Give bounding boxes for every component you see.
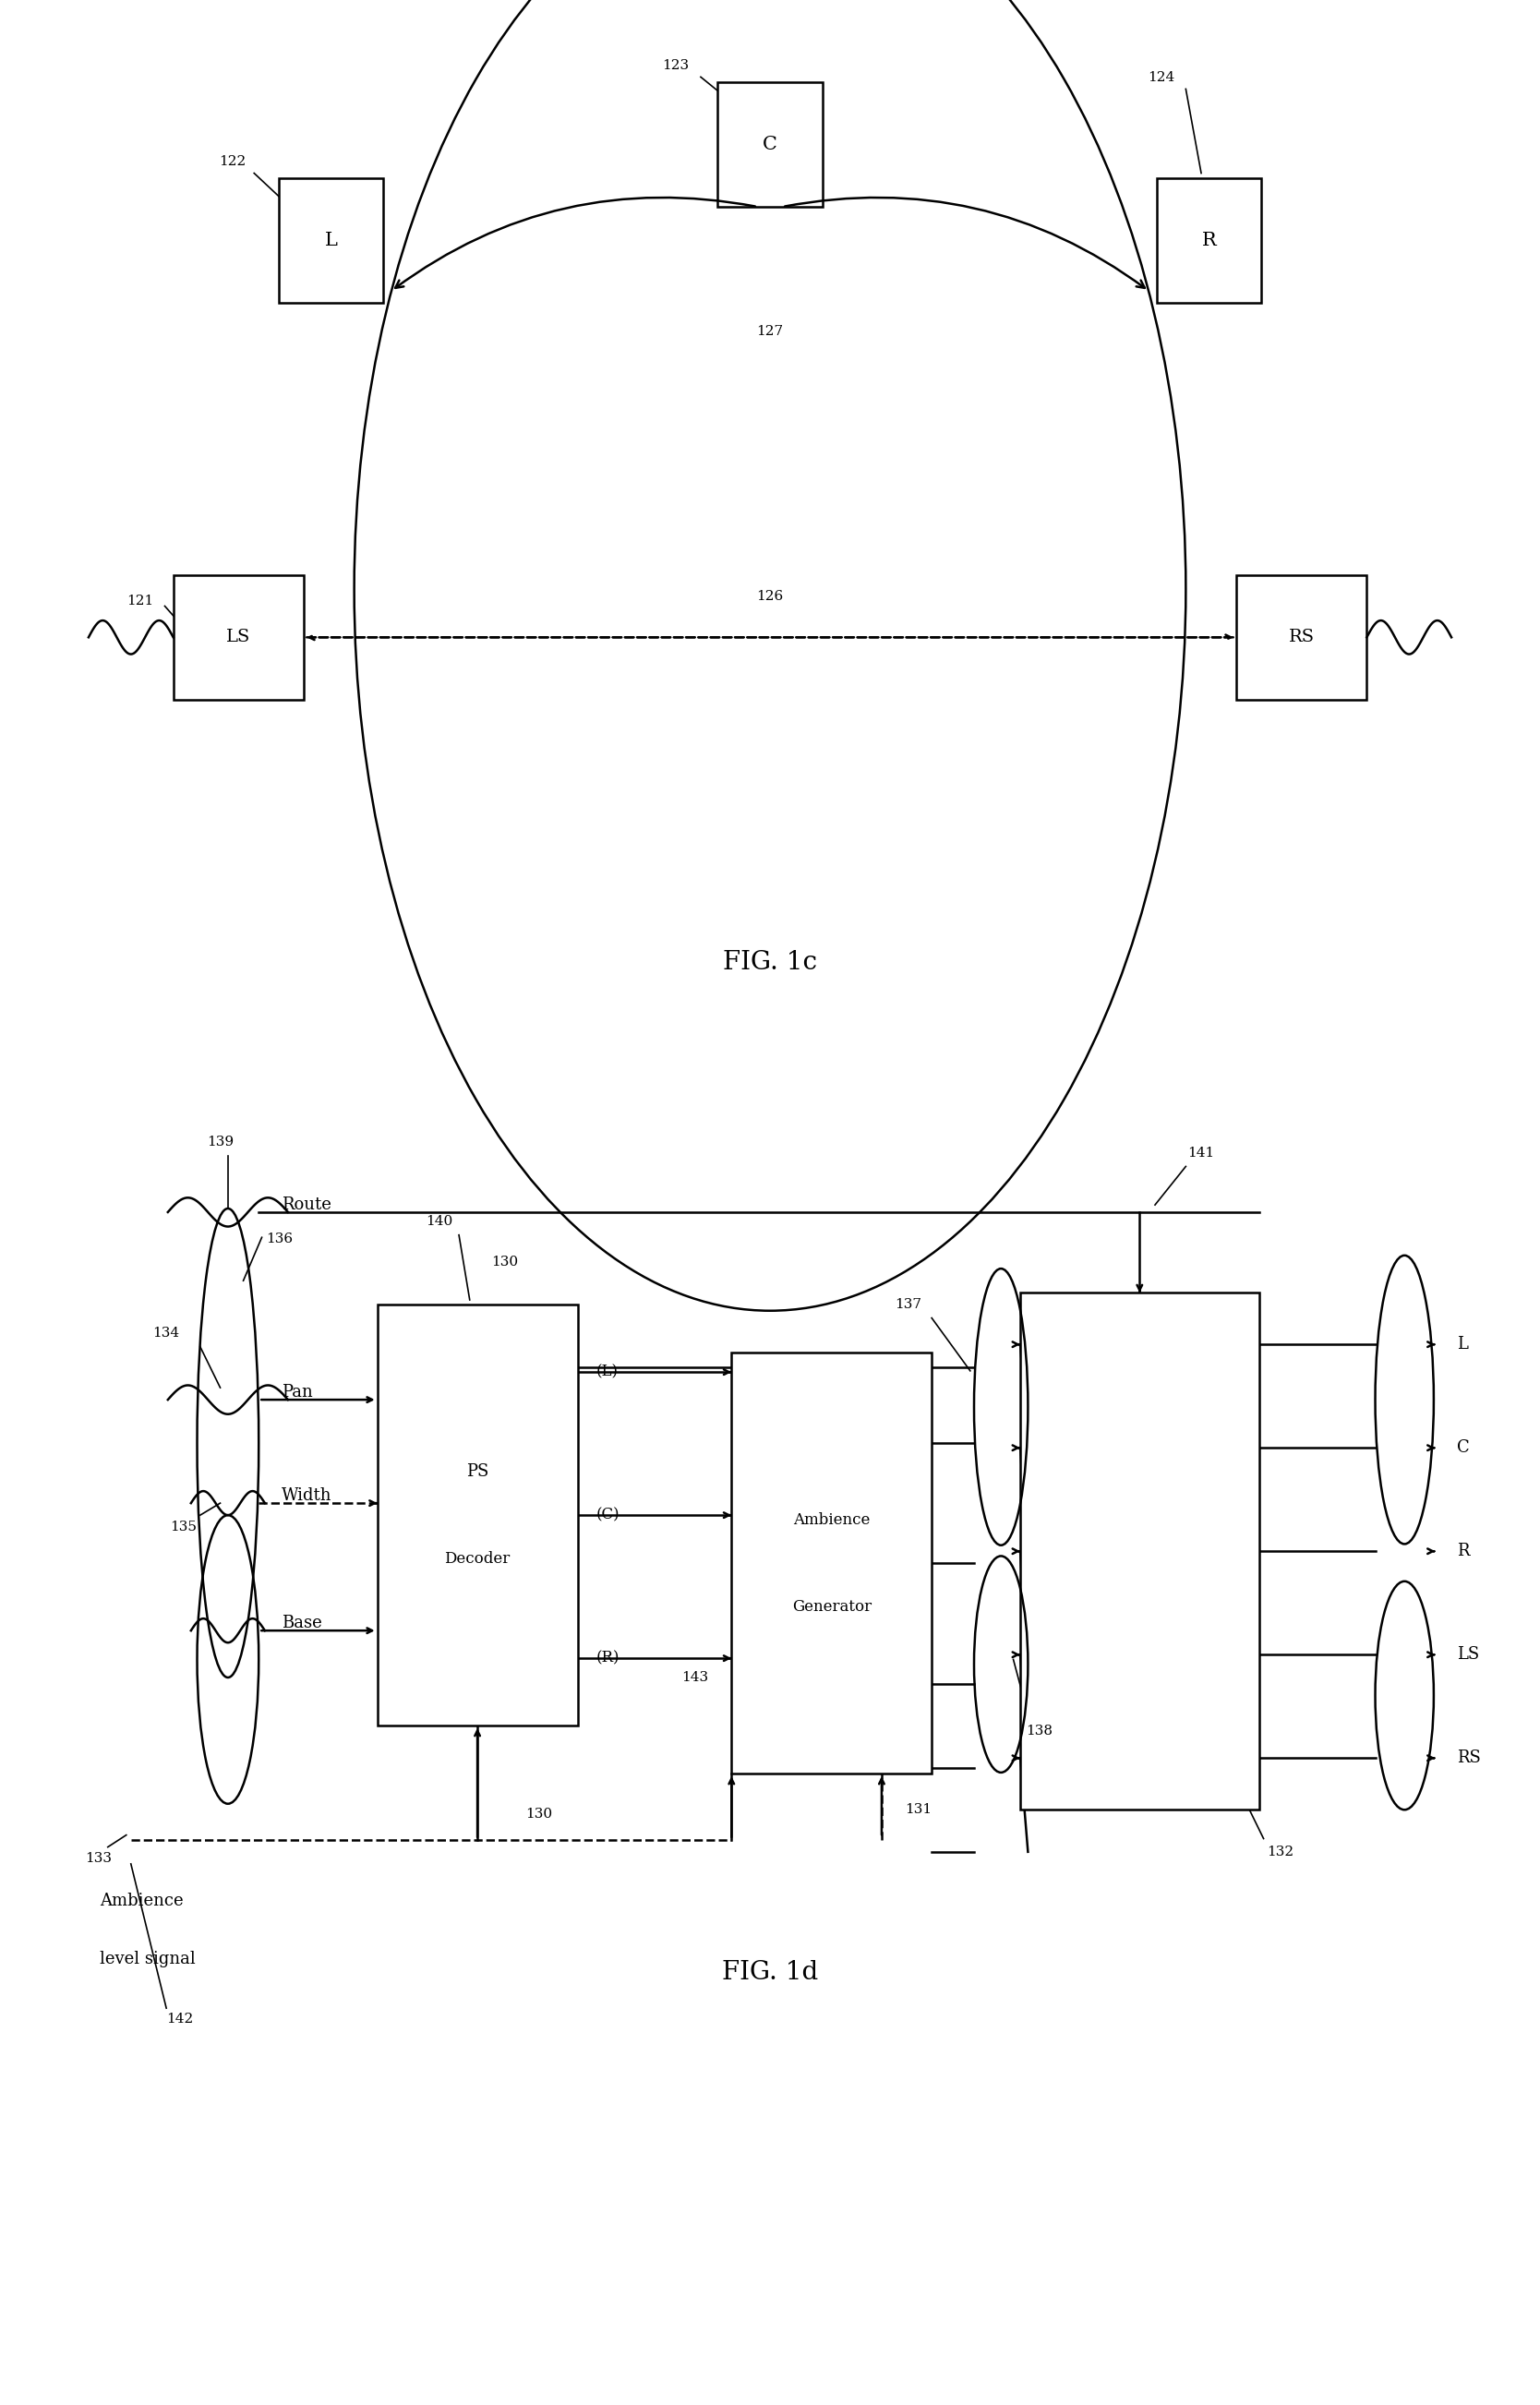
Text: R: R xyxy=(1457,1544,1469,1558)
FancyBboxPatch shape xyxy=(1019,1294,1258,1809)
FancyBboxPatch shape xyxy=(732,1352,932,1775)
Text: 132: 132 xyxy=(1266,1847,1294,1859)
Text: 130: 130 xyxy=(491,1255,519,1267)
Text: 135: 135 xyxy=(171,1520,197,1534)
FancyBboxPatch shape xyxy=(279,178,383,303)
Text: 124: 124 xyxy=(1147,72,1175,84)
Text: LS: LS xyxy=(226,630,251,645)
Text: Width: Width xyxy=(282,1489,333,1503)
Text: L: L xyxy=(1457,1337,1468,1352)
Text: Decoder: Decoder xyxy=(445,1551,510,1566)
Text: 131: 131 xyxy=(906,1804,932,1816)
Text: RS: RS xyxy=(1457,1751,1481,1765)
FancyBboxPatch shape xyxy=(172,575,303,700)
Text: RS: RS xyxy=(1289,630,1314,645)
Text: 136: 136 xyxy=(266,1231,293,1246)
Text: C: C xyxy=(762,135,778,154)
Text: 121: 121 xyxy=(126,594,154,608)
Text: C: C xyxy=(1457,1441,1469,1455)
Text: Base: Base xyxy=(282,1616,322,1631)
Text: LS: LS xyxy=(1457,1647,1480,1662)
Text: Pan: Pan xyxy=(282,1385,313,1400)
Text: Generator: Generator xyxy=(792,1599,872,1614)
Text: 142: 142 xyxy=(166,2013,194,2025)
Text: 134: 134 xyxy=(152,1328,180,1340)
Text: (L): (L) xyxy=(596,1364,618,1380)
Text: 138: 138 xyxy=(1026,1724,1053,1736)
Text: 137: 137 xyxy=(895,1299,922,1311)
FancyBboxPatch shape xyxy=(1157,178,1261,303)
Text: 122: 122 xyxy=(219,156,246,168)
Text: (C): (C) xyxy=(596,1508,619,1522)
Text: 141: 141 xyxy=(1187,1147,1215,1159)
Text: FIG. 1c: FIG. 1c xyxy=(722,950,818,974)
Text: level signal: level signal xyxy=(100,1950,196,1967)
Text: 130: 130 xyxy=(525,1809,553,1821)
Text: 133: 133 xyxy=(85,1852,111,1864)
Text: 140: 140 xyxy=(425,1215,453,1227)
Text: PS: PS xyxy=(467,1465,488,1479)
Text: FIG. 1d: FIG. 1d xyxy=(722,1960,818,1984)
Text: Route: Route xyxy=(282,1198,331,1212)
FancyBboxPatch shape xyxy=(377,1304,578,1727)
Text: 143: 143 xyxy=(682,1671,708,1684)
Text: Ambience: Ambience xyxy=(100,1893,183,1910)
Text: R: R xyxy=(1201,231,1217,250)
Text: L: L xyxy=(325,231,337,250)
Text: (R): (R) xyxy=(596,1650,619,1667)
Text: 139: 139 xyxy=(206,1135,234,1147)
FancyBboxPatch shape xyxy=(718,82,822,207)
FancyBboxPatch shape xyxy=(1235,575,1366,700)
Text: 123: 123 xyxy=(662,60,688,72)
Text: 127: 127 xyxy=(756,325,784,339)
Text: Ambience: Ambience xyxy=(793,1513,870,1527)
Text: 126: 126 xyxy=(756,589,784,604)
